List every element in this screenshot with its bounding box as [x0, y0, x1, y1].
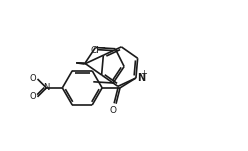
Text: N: N — [137, 73, 145, 83]
Text: O: O — [110, 106, 117, 115]
Text: O: O — [29, 74, 36, 84]
Text: N: N — [43, 83, 50, 92]
Text: O: O — [29, 92, 36, 101]
Text: +: + — [140, 69, 147, 77]
Text: Cl: Cl — [90, 46, 99, 55]
Text: −: − — [98, 43, 106, 53]
